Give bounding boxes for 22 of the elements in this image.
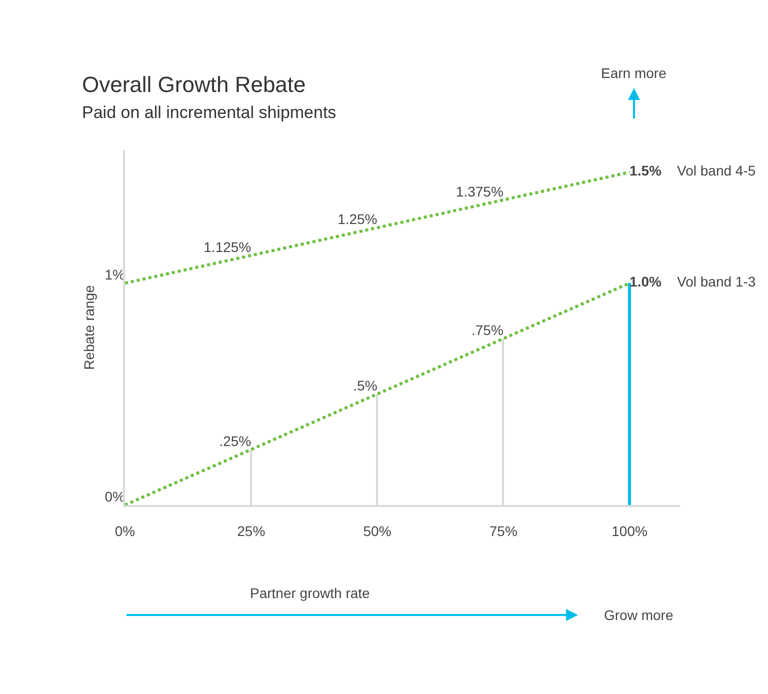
x-tick-label: 25% [237, 522, 266, 539]
data-label: .5% [353, 378, 378, 394]
data-label: 1.125% [204, 238, 252, 255]
text: Earn more [601, 65, 667, 81]
x-tick-label: 50% [363, 522, 392, 539]
data-label: 1.375% [456, 183, 504, 200]
y-axis-title: Rebate range [81, 284, 98, 370]
data-label: 1.0% [630, 274, 662, 290]
data-label: .25% [219, 433, 252, 450]
text: Vol band 1-3 [677, 274, 756, 290]
data-label: 1.25% [338, 211, 378, 228]
chart-subtitle: Paid on all incremental shipments [82, 103, 336, 122]
text: Vol band 4-5 [677, 162, 756, 179]
bar [628, 283, 631, 505]
chart-title: Overall Growth Rebate [82, 72, 306, 97]
data-label: 1.5% [630, 162, 662, 179]
x-tick-label: 100% [612, 522, 648, 539]
x-axis-title: Partner growth rate [250, 585, 370, 601]
x-tick-label: 0% [114, 522, 136, 539]
data-label: .75% [471, 322, 504, 338]
text: Grow more [604, 607, 674, 623]
x-tick-label: 75% [489, 522, 518, 539]
